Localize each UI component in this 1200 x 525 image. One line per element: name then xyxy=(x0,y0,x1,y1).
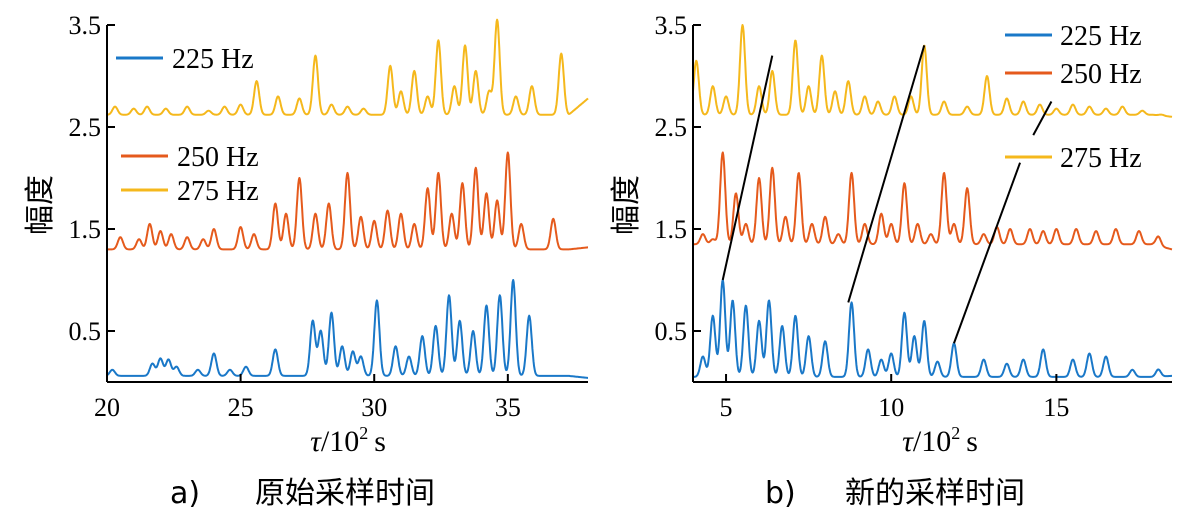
panel-a-caption-letter: a) xyxy=(170,476,200,511)
panel-a: 20 25 30 35 0.5 1.5 2.5 3.5 幅度 225 Hz 250 Hz 27… xyxy=(23,11,589,511)
panel-a-series xyxy=(106,18,589,379)
panel-b-caption: 新的采样时间 xyxy=(845,476,1025,511)
panel-b-x-label: τ/102 s xyxy=(902,423,978,458)
panel-b-series-line-250hz xyxy=(692,151,1173,251)
legend-label-275: 275 Hz xyxy=(1060,143,1142,174)
panel-b-legend: 225 Hz 250 Hz 275 Hz xyxy=(1005,21,1142,174)
panel-b-annotation-line xyxy=(953,162,1021,344)
panel-b: 5 10 15 0.5 1.5 2.5 3.5 幅度 225 Hz 250 Hz 275 H… xyxy=(609,11,1173,511)
panel-a-x-label: τ/102 s xyxy=(310,423,386,458)
legend-label-250: 250 Hz xyxy=(177,142,259,173)
panel-b-y-tick-label: 2.5 xyxy=(655,113,688,142)
panel-b-series-line-225hz xyxy=(692,279,1173,378)
panel-b-series xyxy=(692,24,1173,378)
panel-b-annotation-line xyxy=(847,45,926,303)
panel-b-y-tick-label: 3.5 xyxy=(655,11,688,40)
panel-b-y-tick-label: 0.5 xyxy=(655,317,688,346)
panel-a-series-line-225hz xyxy=(106,279,589,379)
panel-b-annotation-lines xyxy=(721,45,1053,344)
panel-a-y-label: 幅度 xyxy=(23,175,58,235)
panel-a-series-line-250hz xyxy=(106,151,589,251)
panel-a-ticks: 20 25 30 35 0.5 1.5 2.5 3.5 xyxy=(69,11,521,422)
legend-label-250: 250 Hz xyxy=(1060,59,1142,90)
panel-b-annotation-line xyxy=(1032,101,1053,136)
panel-b-y-tick-label: 1.5 xyxy=(655,215,688,244)
panel-a-y-tick-label: 1.5 xyxy=(69,215,102,244)
panel-b-annotation-line xyxy=(721,55,774,281)
panel-a-y-tick-label: 0.5 xyxy=(69,317,102,346)
panel-a-legend: 225 Hz 250 Hz 275 Hz xyxy=(116,44,259,207)
legend-label-225: 225 Hz xyxy=(1060,21,1142,52)
legend-label-225: 225 Hz xyxy=(172,44,254,75)
panel-a-series-line-275hz xyxy=(106,18,589,116)
panel-b-caption-letter: b) xyxy=(765,476,796,511)
panel-b-ticks: 5 10 15 0.5 1.5 2.5 3.5 xyxy=(655,11,1070,422)
panel-b-x-tick-label: 15 xyxy=(1043,393,1069,422)
panel-a-x-tick-label: 30 xyxy=(361,393,387,422)
panel-a-y-tick-label: 3.5 xyxy=(69,11,102,40)
panel-a-x-tick-label: 25 xyxy=(228,393,254,422)
panel-a-caption: 原始采样时间 xyxy=(255,476,435,511)
panel-b-x-tick-label: 10 xyxy=(878,393,904,422)
panel-b-series-line-275hz xyxy=(692,24,1173,118)
legend-label-275: 275 Hz xyxy=(177,176,259,207)
panel-a-x-tick-label: 35 xyxy=(495,393,521,422)
panel-a-y-tick-label: 2.5 xyxy=(69,113,102,142)
panel-b-y-label: 幅度 xyxy=(609,175,644,235)
panel-a-x-tick-label: 20 xyxy=(94,393,120,422)
panel-b-x-tick-label: 5 xyxy=(720,393,733,422)
